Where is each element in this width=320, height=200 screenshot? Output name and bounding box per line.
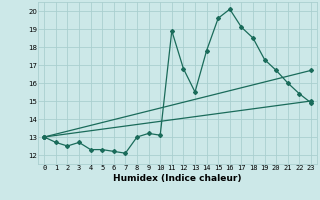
X-axis label: Humidex (Indice chaleur): Humidex (Indice chaleur) xyxy=(113,174,242,183)
